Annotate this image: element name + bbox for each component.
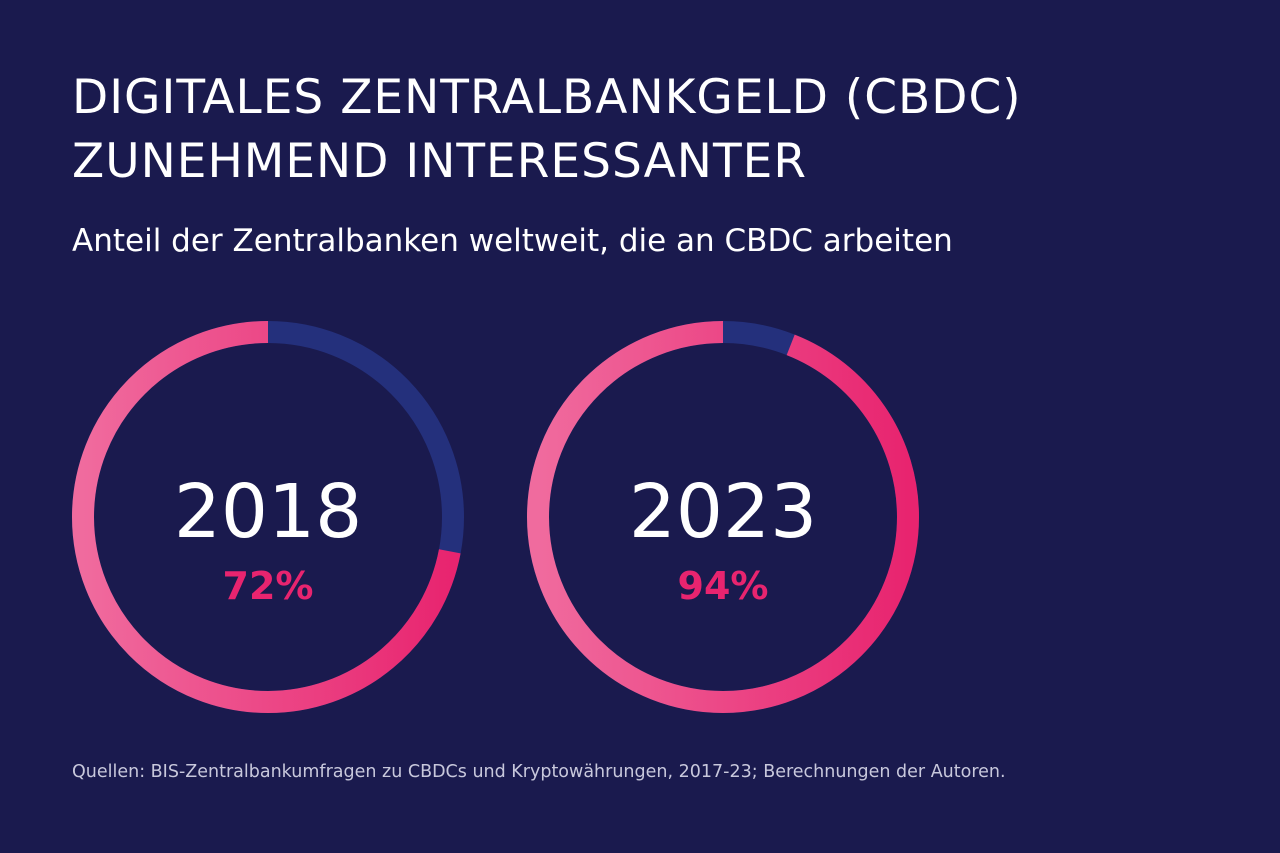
title-line-1: DIGITALES ZENTRALBANKGELD (CBDC)	[72, 70, 1022, 125]
year-label-2023: 2023	[629, 469, 817, 555]
donut-2018: 2018 72%	[72, 321, 464, 713]
share-arc-2023	[527, 321, 919, 713]
year-label-2018: 2018	[174, 469, 362, 555]
donut-2023: 2023 94%	[527, 321, 919, 713]
title-line-2: ZUNEHMEND INTERESSANTER	[72, 134, 808, 189]
chart-title: DIGITALES ZENTRALBANKGELD (CBDC) ZUNEHME…	[72, 66, 1022, 194]
percent-label-2023: 94%	[678, 564, 769, 608]
percent-label-2018: 72%	[223, 564, 314, 608]
chart-subtitle: Anteil der Zentralbanken weltweit, die a…	[72, 223, 953, 259]
share-arc-2018	[72, 321, 464, 713]
source-note: Quellen: BIS-Zentralbankumfragen zu CBDC…	[72, 762, 1006, 782]
